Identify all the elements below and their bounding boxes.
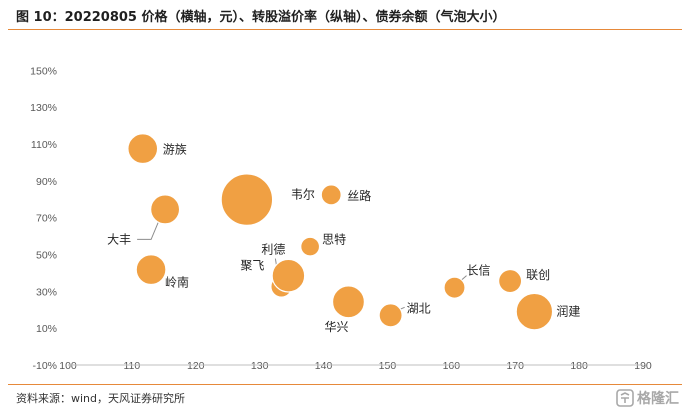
- bubble-12: [515, 292, 554, 331]
- y-tick-label: 130%: [30, 102, 57, 114]
- bubble-label: 岭南: [165, 275, 189, 290]
- figure-title: 图 10：20220805 价格（横轴，元）、转股溢价率（纵轴）、债券余额（气泡…: [16, 10, 506, 25]
- bubble-label: 大丰: [107, 232, 131, 246]
- y-tick-label: 90%: [36, 176, 57, 188]
- x-tick-label: 170: [506, 360, 524, 372]
- y-tick-label: 10%: [36, 323, 57, 335]
- y-tick-label: 110%: [31, 139, 57, 151]
- x-tick-label: 130: [251, 360, 269, 372]
- bubble-7: [271, 258, 306, 293]
- x-tick-label: 160: [443, 360, 461, 372]
- x-tick-label: 100: [59, 360, 77, 372]
- bubble-label: 利德: [261, 242, 285, 257]
- x-tick-label: 140: [315, 360, 333, 372]
- bubble-label: 聚飞: [240, 259, 264, 273]
- bubble-label: 思特: [322, 232, 346, 247]
- watermark-text: 格隆汇: [637, 391, 679, 407]
- bubble-label: 韦尔: [291, 187, 315, 202]
- bubble-9: [378, 303, 403, 328]
- x-tick-label: 190: [634, 360, 652, 372]
- bubbles: [127, 133, 554, 331]
- leader-line: [137, 215, 162, 240]
- title-rule: [8, 29, 682, 30]
- watermark: 格隆汇: [616, 388, 679, 408]
- bubble-2: [135, 254, 167, 286]
- bubble-label: 联创: [526, 268, 550, 282]
- y-tick-label: -10%: [32, 360, 57, 372]
- x-axis-ticks: 100 110 120 130 140 150 160 170 180 190: [59, 360, 652, 372]
- source-rule: [8, 384, 682, 385]
- x-tick-label: 150: [379, 360, 397, 372]
- bubble-label: 华兴: [324, 320, 348, 334]
- bubble-0: [127, 133, 159, 165]
- bubble-4: [320, 184, 342, 206]
- watermark-logo-icon: [616, 389, 634, 407]
- y-tick-label: 150%: [30, 65, 57, 77]
- bubble-label: 长信: [467, 264, 491, 278]
- bubble-8: [331, 285, 365, 319]
- y-axis-ticks: -10% 10% 30% 50% 70% 90% 110% 130% 150%: [30, 65, 57, 372]
- bubble-3: [220, 173, 274, 226]
- x-tick-label: 110: [124, 360, 141, 372]
- bubble-label: 湖北: [407, 300, 431, 315]
- bubble-6: [300, 236, 321, 257]
- source-note: 资料来源：wind，天风证券研究所: [16, 392, 186, 405]
- leader-lines: [137, 215, 467, 311]
- x-tick-label: 120: [187, 360, 205, 372]
- y-tick-label: 30%: [36, 286, 57, 298]
- x-tick-label: 180: [570, 360, 588, 372]
- bubble-11: [498, 268, 523, 294]
- bubble-label: 游族: [163, 143, 187, 157]
- y-tick-label: 50%: [36, 250, 57, 262]
- bubble-label: 润建: [556, 305, 580, 319]
- bubble-10: [443, 276, 466, 299]
- y-tick-label: 70%: [36, 213, 57, 225]
- bubble-label: 丝路: [347, 188, 371, 203]
- bubble-1: [150, 194, 181, 225]
